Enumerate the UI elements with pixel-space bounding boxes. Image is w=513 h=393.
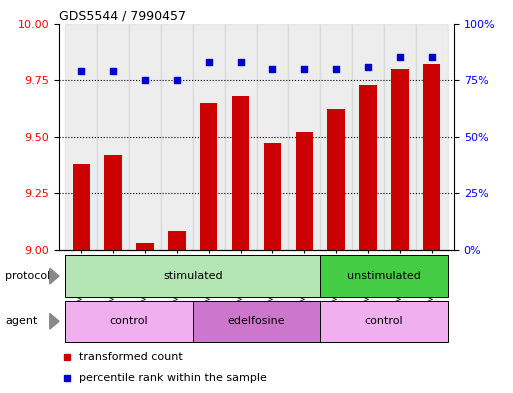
Bar [327,110,345,250]
Bar [65,255,320,297]
Bar [423,64,441,250]
Point [141,77,149,83]
Bar [97,24,129,250]
Point [109,68,117,74]
Bar [193,24,225,250]
Bar [320,301,448,342]
FancyArrow shape [50,314,59,329]
Point [428,54,436,61]
Bar [416,24,448,250]
Bar [65,24,97,250]
Text: edelfosine: edelfosine [228,316,285,326]
Bar [320,255,448,297]
Bar [359,84,377,250]
Bar [295,132,313,250]
Bar [129,24,161,250]
Point [332,66,340,72]
Point [268,66,277,72]
Text: unstimulated: unstimulated [347,271,421,281]
Point [77,68,85,74]
Bar [104,155,122,250]
Bar [200,103,218,250]
Bar [136,243,154,250]
Bar [288,24,320,250]
Bar [384,24,416,250]
Text: agent: agent [5,316,37,326]
Bar [65,301,193,342]
Text: stimulated: stimulated [163,271,223,281]
Bar [168,231,186,250]
Bar [225,24,256,250]
Bar [264,143,281,250]
Bar [352,24,384,250]
Bar [72,163,90,250]
Bar [193,301,320,342]
Text: control: control [365,316,403,326]
Point [236,59,245,65]
Text: control: control [110,316,148,326]
Bar [320,24,352,250]
Text: GDS5544 / 7990457: GDS5544 / 7990457 [59,9,186,22]
Point [300,66,308,72]
Point [364,63,372,70]
FancyArrow shape [50,268,59,284]
Bar [232,96,249,250]
Bar [391,69,409,250]
Point [396,54,404,61]
Point [205,59,213,65]
Bar [161,24,193,250]
Point [173,77,181,83]
Text: protocol: protocol [5,271,50,281]
Bar [256,24,288,250]
Text: transformed count: transformed count [79,352,183,362]
Text: percentile rank within the sample: percentile rank within the sample [79,373,267,383]
